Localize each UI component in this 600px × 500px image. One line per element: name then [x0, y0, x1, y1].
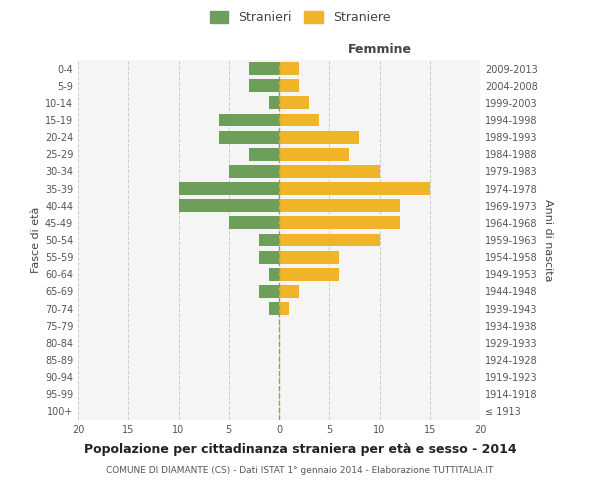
Bar [279, 216, 400, 230]
Bar [249, 62, 279, 75]
Bar [179, 182, 279, 195]
Bar [279, 200, 400, 212]
Bar [229, 165, 279, 178]
Bar [179, 200, 279, 212]
Bar [249, 80, 279, 92]
Bar [279, 182, 430, 195]
Text: Popolazione per cittadinanza straniera per età e sesso - 2014: Popolazione per cittadinanza straniera p… [83, 442, 517, 456]
Legend: Stranieri, Straniere: Stranieri, Straniere [209, 11, 391, 24]
Bar [218, 130, 279, 143]
Bar [279, 62, 299, 75]
Bar [279, 250, 340, 264]
Bar [259, 250, 279, 264]
Bar [259, 285, 279, 298]
Y-axis label: Anni di nascita: Anni di nascita [543, 198, 553, 281]
Bar [279, 302, 289, 315]
Bar [279, 285, 299, 298]
Bar [229, 216, 279, 230]
Bar [269, 96, 279, 110]
Bar [259, 234, 279, 246]
Bar [279, 114, 319, 126]
Text: COMUNE DI DIAMANTE (CS) - Dati ISTAT 1° gennaio 2014 - Elaborazione TUTTITALIA.I: COMUNE DI DIAMANTE (CS) - Dati ISTAT 1° … [106, 466, 494, 475]
Y-axis label: Fasce di età: Fasce di età [31, 207, 41, 273]
Text: Femmine: Femmine [347, 44, 412, 57]
Bar [279, 96, 309, 110]
Bar [279, 148, 349, 160]
Bar [269, 268, 279, 280]
Bar [279, 165, 380, 178]
Bar [269, 302, 279, 315]
Bar [249, 148, 279, 160]
Bar [279, 130, 359, 143]
Bar [279, 80, 299, 92]
Bar [218, 114, 279, 126]
Bar [279, 268, 340, 280]
Bar [279, 234, 380, 246]
